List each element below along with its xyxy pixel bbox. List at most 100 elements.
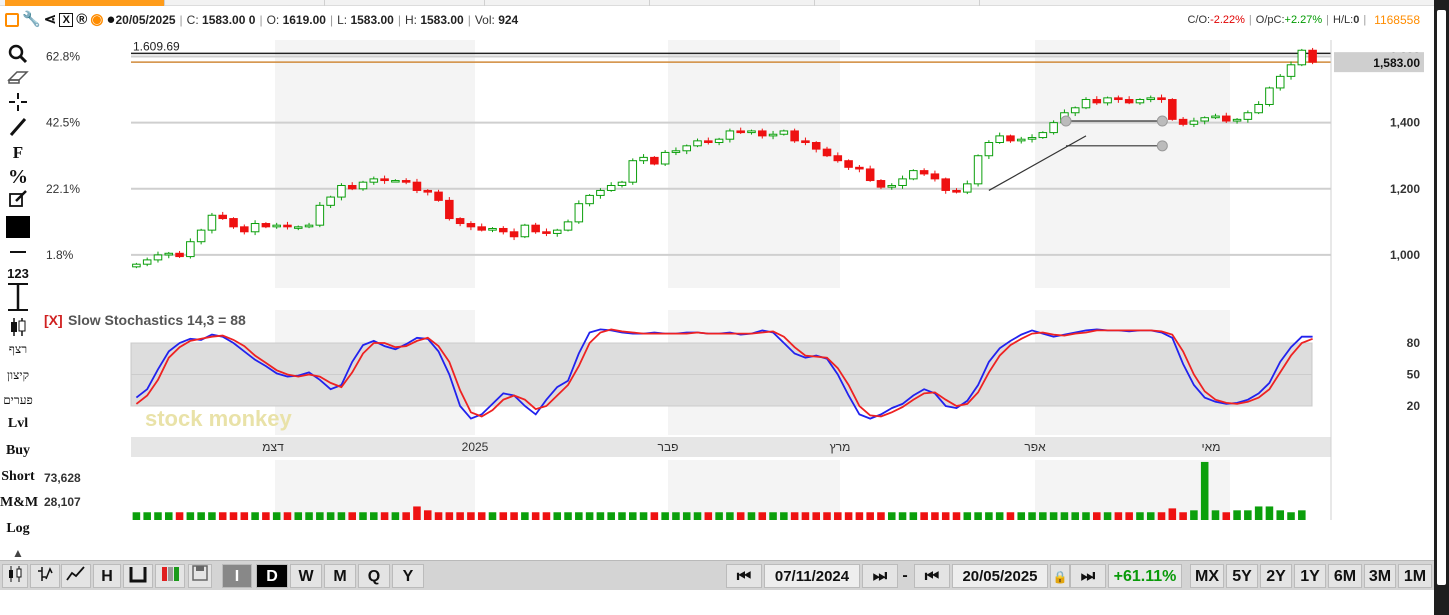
count-tool[interactable]: 123 (7, 266, 29, 281)
interval-q-button[interactable]: Q (358, 564, 390, 588)
bar-type-icon[interactable] (30, 564, 60, 588)
percent-tool[interactable]: % (8, 166, 28, 188)
log-tool[interactable]: Log (6, 521, 30, 536)
mm-tool[interactable]: M&M (0, 495, 39, 510)
candle-body (499, 227, 508, 233)
volume-bar (877, 512, 885, 520)
candle-body (1070, 107, 1080, 114)
volume-bar (197, 512, 205, 520)
search-glyph (8, 44, 28, 64)
candle-glyph (11, 318, 26, 336)
candle-body (423, 189, 433, 193)
registered-icon[interactable]: ® (76, 11, 88, 28)
volume-bar (154, 512, 162, 520)
save-icon[interactable] (188, 564, 212, 588)
tab[interactable] (325, 0, 485, 6)
candle-body (1243, 112, 1253, 120)
chat-icon[interactable]: ● (106, 11, 116, 28)
edit-icon[interactable] (0, 190, 36, 213)
chart-canvas[interactable]: 1,0001,2001,4001,60062.8%42.5%22.1%1.8%1… (0, 0, 1434, 560)
tab[interactable] (485, 0, 650, 6)
candle-body (445, 199, 454, 220)
line-type-icon[interactable] (61, 564, 91, 588)
buy-tool[interactable]: Buy (5, 443, 31, 458)
watermark: stock monkey (145, 406, 292, 431)
candle-body (1265, 87, 1274, 105)
candle-type-icon[interactable] (2, 564, 28, 588)
gaps-tool[interactable]: פערים (3, 393, 33, 407)
end-date-field[interactable]: 20/05/2025 (952, 564, 1048, 588)
range-2y-button[interactable]: 2Y (1260, 564, 1292, 588)
continuity-tool[interactable]: רצף (8, 342, 28, 356)
vertical-scrollbar[interactable] (1434, 0, 1449, 615)
bar-type-glyph (38, 567, 53, 581)
high-label: H: (404, 13, 417, 27)
short-tool[interactable]: Short (1, 469, 35, 484)
search-icon[interactable] (0, 44, 36, 69)
color-swatch[interactable] (6, 216, 30, 238)
interval-y-button[interactable]: Y (392, 564, 424, 588)
share-icon[interactable]: ⋖ (43, 11, 57, 28)
excel-icon[interactable]: X (59, 13, 74, 27)
dash-icon[interactable] (0, 242, 36, 264)
eraser-icon[interactable] (0, 68, 36, 90)
target-icon[interactable]: ◉ (90, 11, 104, 28)
candle-body (811, 142, 821, 150)
resize-icon[interactable] (0, 280, 36, 321)
tab[interactable] (165, 0, 325, 6)
volume-bar (898, 512, 907, 520)
volume-bar (218, 512, 227, 520)
candle-body (196, 229, 206, 243)
interval-i-button[interactable]: I (222, 564, 252, 588)
scrollbar-thumb[interactable] (1437, 10, 1446, 585)
candle-body (952, 189, 961, 193)
range-mx-button[interactable]: MX (1190, 564, 1224, 588)
wrench-icon[interactable]: 🔧 (22, 11, 41, 28)
compare-glyph (162, 567, 179, 581)
bottom-toolbar: H I D W M Q Y ⏮ 07/11/2024 ⏭ - ⏮ 20/05/2… (0, 560, 1434, 590)
x-axis-band (131, 437, 1331, 457)
box-icon[interactable] (123, 564, 153, 588)
interval-m-button[interactable]: M (324, 564, 356, 588)
tab[interactable] (650, 0, 815, 6)
candle-body (488, 227, 497, 231)
start-date-field[interactable]: 07/11/2024 (764, 564, 860, 588)
range-5y-button[interactable]: 5Y (1226, 564, 1258, 588)
candle-body (272, 224, 281, 228)
volume-bar (780, 512, 788, 520)
volume-bar (132, 512, 141, 520)
interval-w-button[interactable]: W (290, 564, 322, 588)
range-3m-button[interactable]: 3M (1364, 564, 1396, 588)
compare-icon[interactable] (155, 564, 185, 588)
candle-body (261, 223, 271, 228)
crosshair-icon[interactable] (0, 92, 36, 117)
heikin-icon[interactable]: H (93, 564, 121, 588)
tab-active[interactable] (5, 0, 165, 6)
fib-tool[interactable]: F (12, 143, 24, 162)
candle-body (865, 168, 875, 182)
extreme-tool[interactable]: קיצון (7, 368, 29, 382)
tab[interactable] (815, 0, 980, 6)
candle-icon[interactable] (0, 316, 36, 343)
first-end-button[interactable]: ⏮ (914, 564, 950, 588)
collapse-up-icon[interactable]: ▲ (12, 546, 24, 560)
lock-icon[interactable]: 🔒 (1050, 564, 1070, 588)
next-start-button[interactable]: ⏭ (862, 564, 898, 588)
interval-d-button[interactable]: D (256, 564, 288, 588)
lvl-tool[interactable]: Lvl (7, 416, 29, 431)
first-start-button[interactable]: ⏮ (726, 564, 762, 588)
next-end-button[interactable]: ⏭ (1070, 564, 1106, 588)
line-icon[interactable] (0, 117, 36, 142)
range-6m-button[interactable]: 6M (1328, 564, 1362, 588)
candle-body (628, 160, 638, 183)
volume-bar (348, 512, 356, 520)
range-1y-button[interactable]: 1Y (1294, 564, 1326, 588)
volume-bar (456, 512, 464, 520)
volume-bar (1125, 512, 1133, 520)
pct-level-label: 22.1% (46, 182, 80, 196)
high-line-label: 1.609.69 (133, 39, 180, 53)
price-tick-label: 1,000 (1390, 248, 1420, 262)
checkbox-icon[interactable] (5, 13, 19, 27)
candle-body (833, 155, 843, 162)
range-1m-button[interactable]: 1M (1398, 564, 1432, 588)
